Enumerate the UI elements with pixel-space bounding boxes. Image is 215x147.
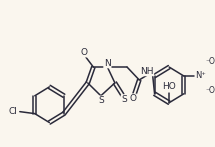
Text: ⁻O: ⁻O (206, 86, 215, 95)
Text: O: O (80, 48, 88, 57)
Text: N: N (104, 59, 111, 68)
Text: O: O (129, 94, 136, 103)
Text: S: S (98, 96, 104, 105)
Text: Cl: Cl (9, 107, 18, 116)
Text: N⁺: N⁺ (195, 71, 206, 80)
Text: NH: NH (140, 67, 154, 76)
Text: S: S (121, 95, 127, 104)
Text: HO: HO (162, 82, 176, 91)
Text: ⁻O: ⁻O (206, 57, 215, 66)
